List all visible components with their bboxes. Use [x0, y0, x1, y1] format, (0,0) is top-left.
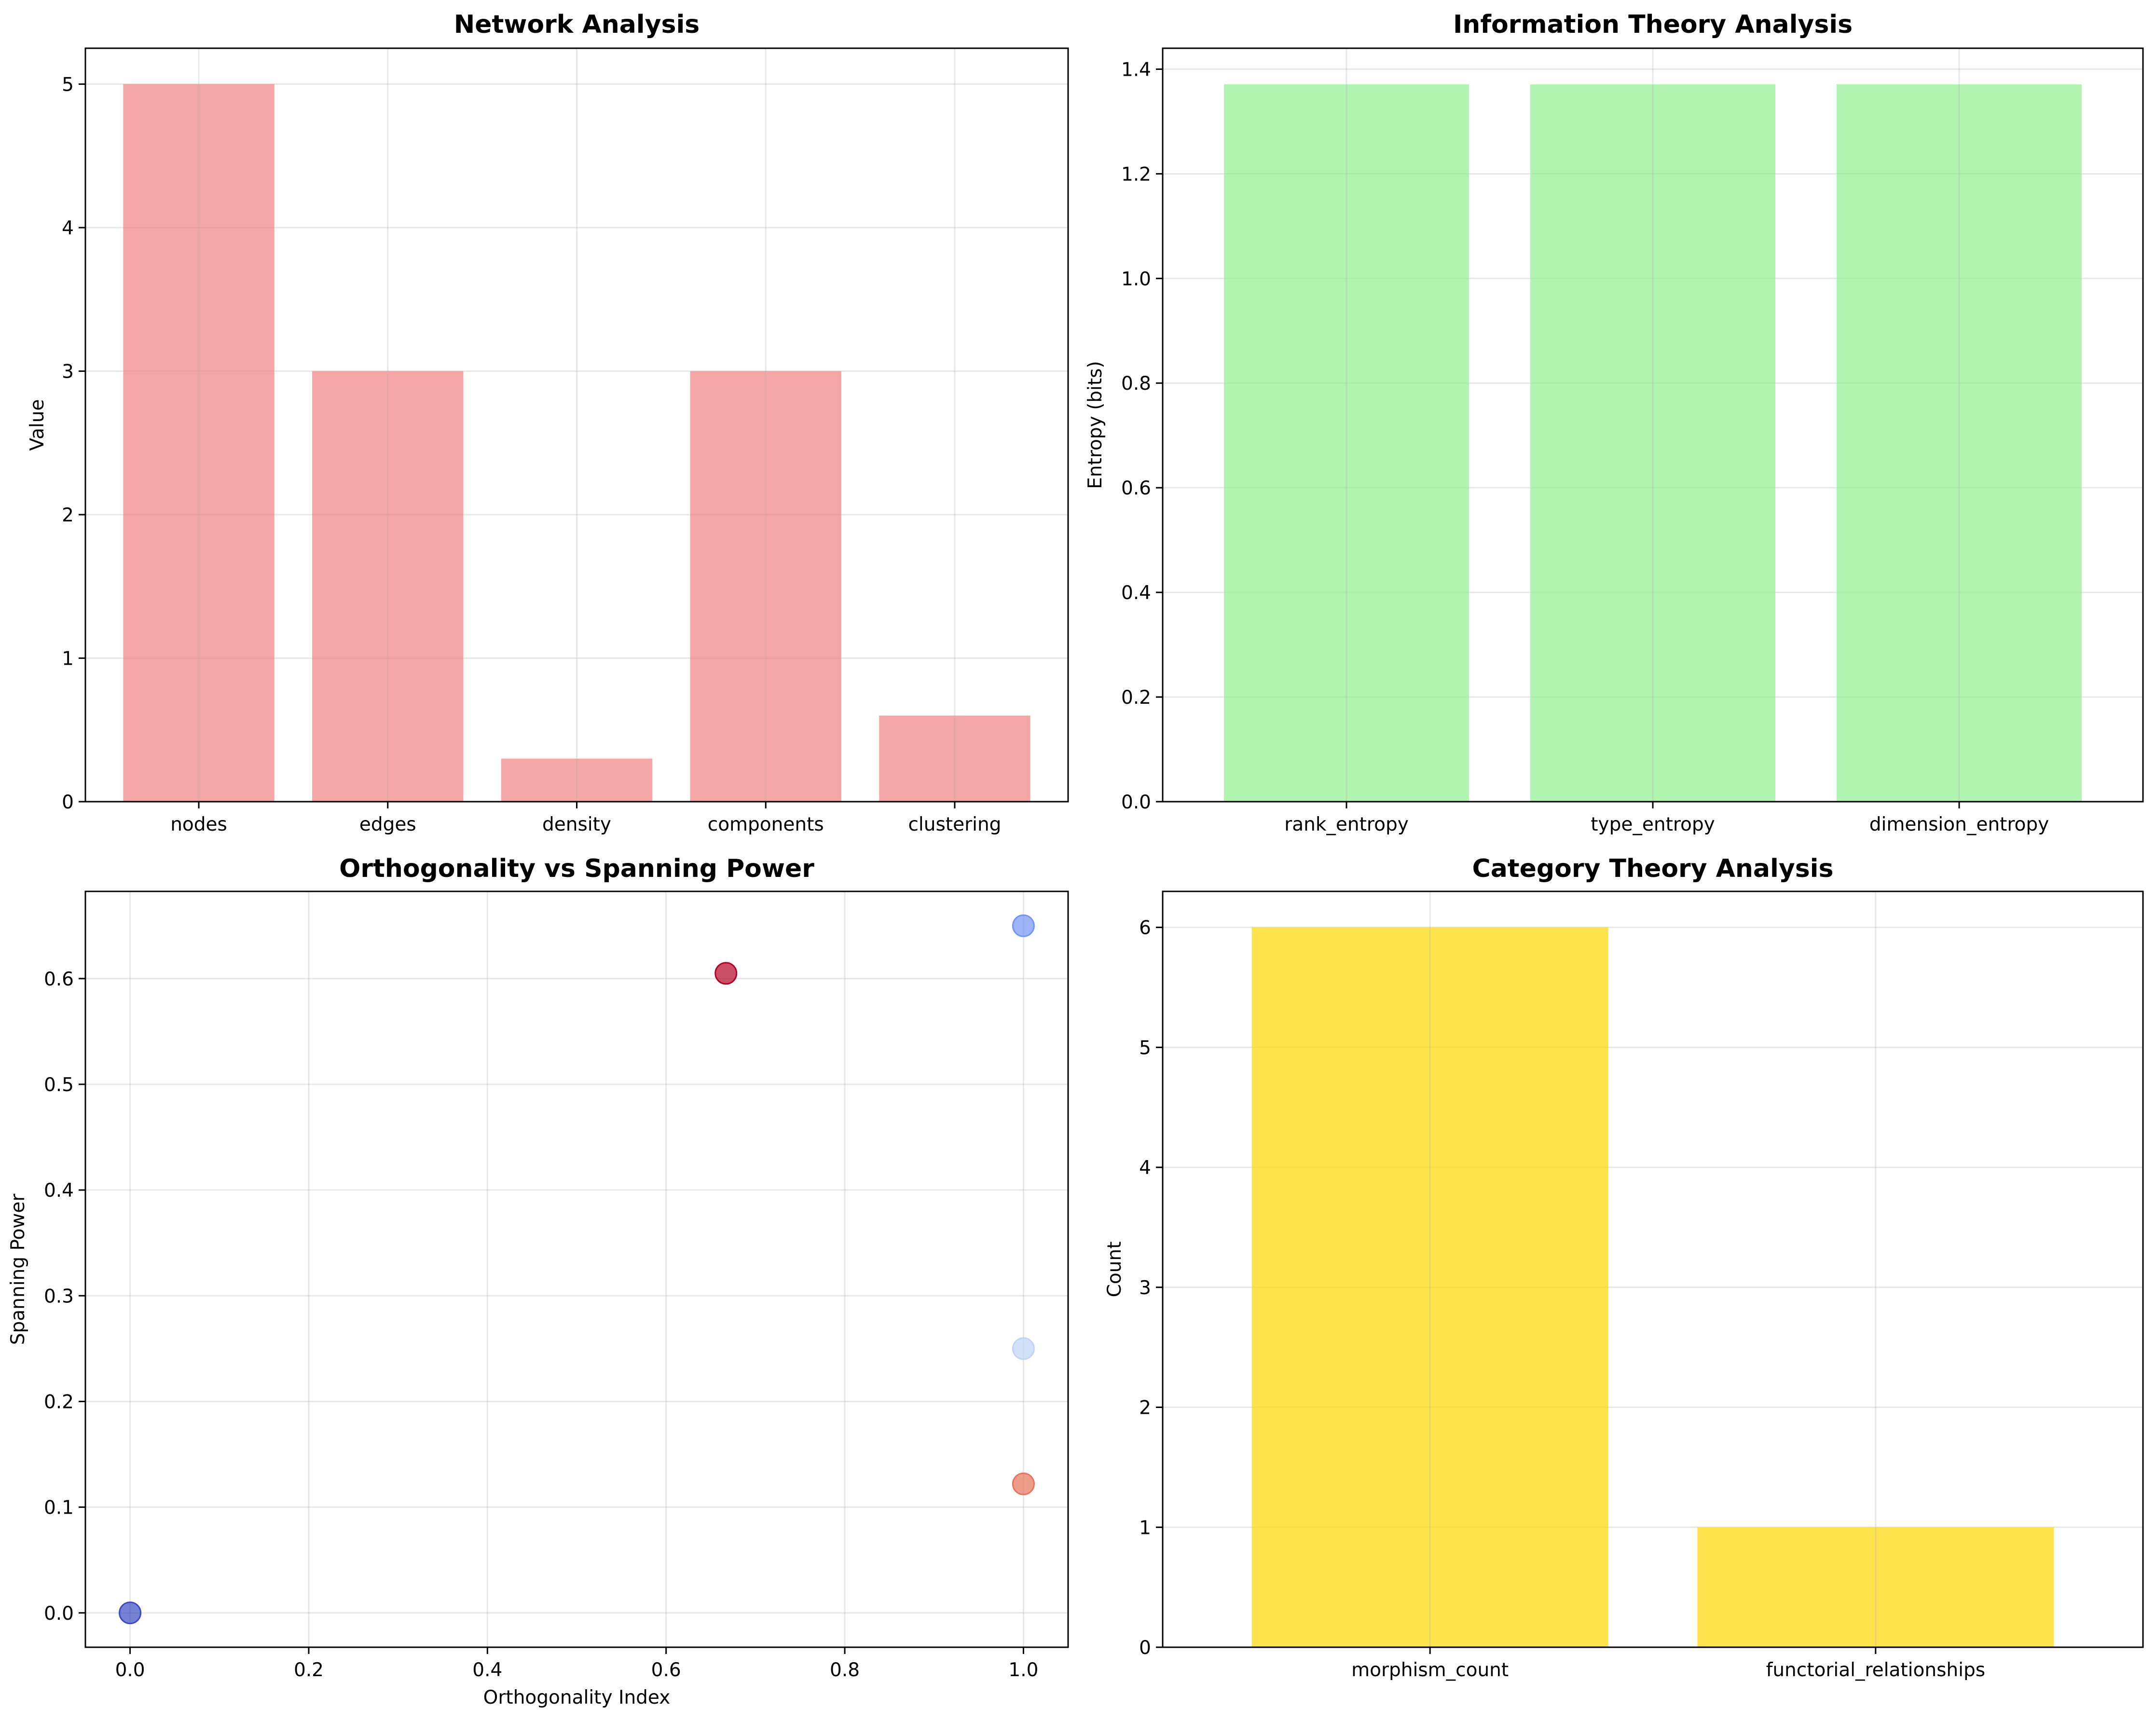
- network-analysis-chart: Network Analysis Value 0 1 2 3 4 5 nodes edges d…: [27, 10, 1069, 835]
- y-tick-label: 2: [1139, 1397, 1151, 1419]
- y-tick-label: 0.6: [44, 969, 74, 990]
- bar-type_entropy: [1530, 84, 1775, 802]
- y-tick-label: 0.3: [44, 1285, 74, 1307]
- scatter-point-1: [714, 962, 738, 985]
- x-tick-label: dimension_entropy: [1869, 814, 2049, 835]
- bar-edges: [312, 371, 464, 802]
- y-tick-label: 2: [62, 505, 74, 526]
- bar-functorial_relationships: [1697, 1527, 2054, 1647]
- x-tick-label: density: [542, 814, 611, 835]
- y-tick-label: 1.4: [1121, 59, 1151, 81]
- axes-frame: [1162, 890, 2144, 1648]
- x-tick-label: 0.6: [651, 1659, 681, 1681]
- bar-components: [690, 371, 841, 802]
- bar-clustering: [879, 715, 1030, 802]
- y-axis-label: Spanning Power: [7, 1193, 29, 1345]
- scatter-point-4: [1012, 1472, 1035, 1495]
- y-tick-label: 0.2: [1121, 687, 1151, 709]
- x-tick-label: functorial_relationships: [1766, 1659, 1985, 1681]
- y-tick-label: 0.0: [1121, 792, 1151, 813]
- x-tick-label: 0.4: [472, 1659, 502, 1681]
- axes-frame: [1162, 47, 2144, 803]
- bar-dimension_entropy: [1837, 84, 2082, 802]
- y-tick-label: 3: [1139, 1277, 1151, 1299]
- x-tick-label: 0.2: [294, 1659, 324, 1681]
- bar-morphism_count: [1251, 927, 1608, 1647]
- chart-title: Information Theory Analysis: [1453, 10, 1853, 39]
- y-tick-label: 1.0: [1121, 268, 1151, 290]
- scatter-point-0: [119, 1601, 142, 1625]
- y-tick-label: 4: [62, 218, 74, 239]
- y-tick-label: 0.4: [1121, 582, 1151, 604]
- y-tick-label: 0: [62, 792, 74, 813]
- y-tick-label: 0: [1139, 1637, 1151, 1659]
- bar-rank_entropy: [1224, 84, 1469, 802]
- orthogonality-scatter-chart: Orthogonality vs Spanning Power Spanning…: [7, 854, 1069, 1708]
- chart-title: Orthogonality vs Spanning Power: [339, 854, 814, 883]
- grid: [85, 891, 1068, 1647]
- category-theory-chart: Category Theory Analysis Count 0 1 2 3 4 5 6 mo…: [1104, 854, 2144, 1681]
- y-tick-label: 0.0: [44, 1603, 74, 1625]
- y-tick-label: 5: [62, 74, 74, 96]
- x-tick-label: components: [708, 814, 824, 835]
- y-tick-label: 1: [1139, 1517, 1151, 1539]
- axes-frame: [84, 47, 1069, 803]
- x-tick-label: nodes: [170, 814, 227, 835]
- scatter-point-2: [1012, 914, 1035, 937]
- y-tick-label: 0.8: [1121, 373, 1151, 395]
- y-tick-label: 0.5: [44, 1074, 74, 1096]
- x-tick-label: 0.8: [830, 1659, 860, 1681]
- x-tick-label: clustering: [908, 814, 1001, 835]
- y-tick-label: 4: [1139, 1157, 1151, 1179]
- chart-title: Network Analysis: [454, 10, 700, 39]
- y-axis-label: Count: [1104, 1242, 1126, 1298]
- x-axis-label: Orthogonality Index: [483, 1687, 671, 1708]
- y-tick-label: 5: [1139, 1037, 1151, 1059]
- scatter-point-3: [1012, 1337, 1035, 1360]
- y-tick-label: 0.4: [44, 1180, 74, 1202]
- bar-nodes: [123, 84, 275, 802]
- y-axis-label: Entropy (bits): [1085, 361, 1106, 489]
- information-theory-chart: Information Theory Analysis Entropy (bit…: [1085, 10, 2144, 835]
- x-tick-label: edges: [359, 814, 416, 835]
- y-tick-label: 0.2: [44, 1391, 74, 1413]
- x-tick-label: rank_entropy: [1284, 814, 1409, 835]
- bar-density: [501, 758, 653, 802]
- y-tick-label: 1: [62, 648, 74, 670]
- y-tick-label: 3: [62, 361, 74, 383]
- axes-frame: [84, 890, 1069, 1648]
- y-tick-label: 0.1: [44, 1497, 74, 1519]
- x-tick-label: 1.0: [1008, 1659, 1038, 1681]
- x-tick-label: type_entropy: [1591, 814, 1715, 835]
- y-tick-label: 0.6: [1121, 478, 1151, 499]
- y-tick-label: 1.2: [1121, 164, 1151, 185]
- y-tick-label: 6: [1139, 917, 1151, 939]
- y-axis-label: Value: [27, 399, 48, 451]
- x-tick-label: 0.0: [115, 1659, 145, 1681]
- chart-title: Category Theory Analysis: [1472, 854, 1834, 883]
- x-tick-label: morphism_count: [1351, 1659, 1509, 1681]
